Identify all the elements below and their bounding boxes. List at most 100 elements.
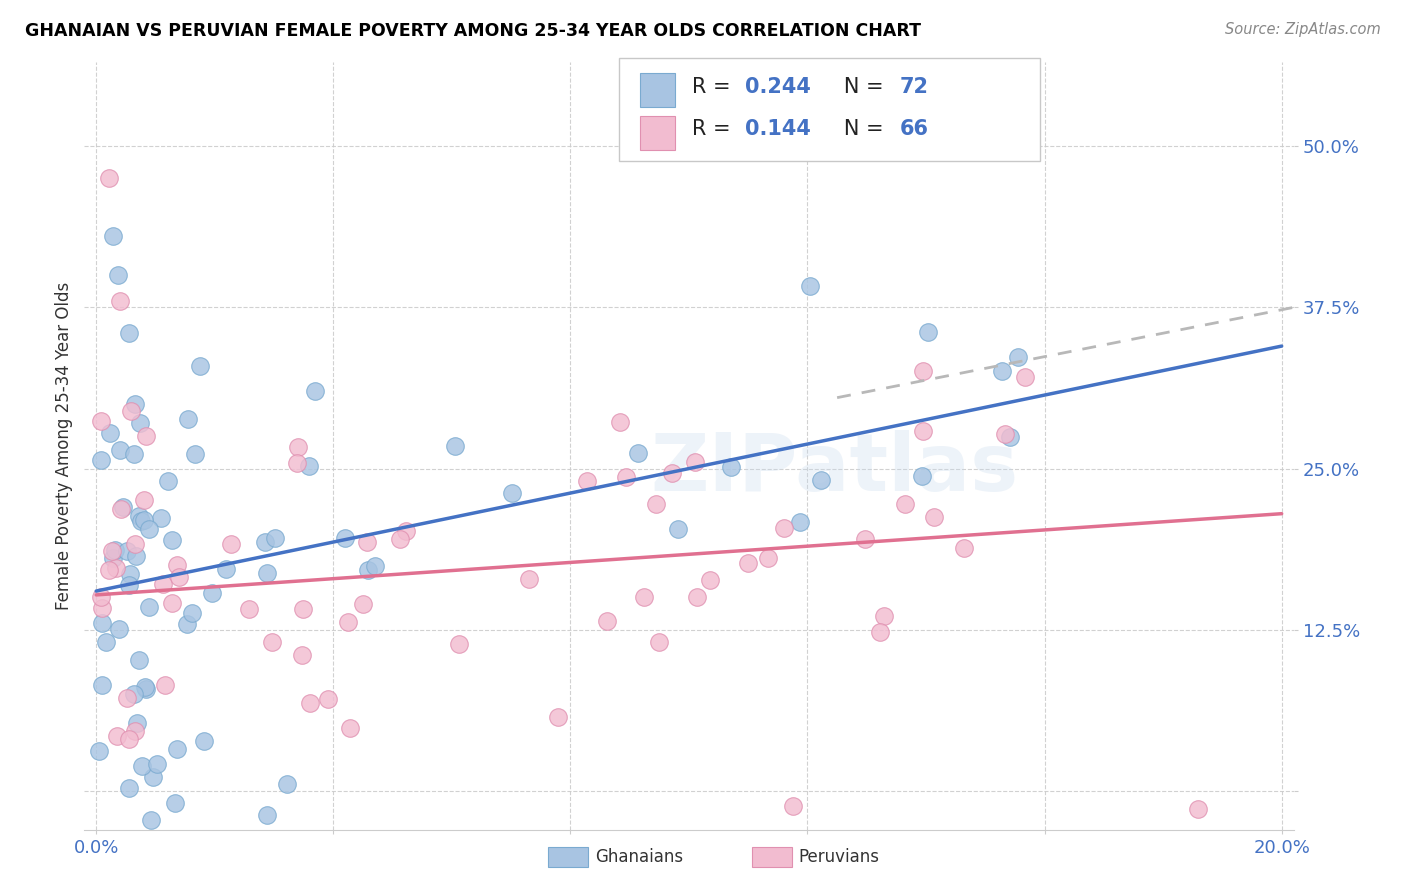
Point [132, 493, 155, 508]
Point [1000, 430, 1022, 444]
Point [853, 532, 876, 546]
Point [90, 414, 112, 428]
Point [337, 615, 360, 630]
Text: Ghanaians: Ghanaians [595, 848, 683, 866]
Point [193, 734, 215, 748]
Point [129, 514, 152, 528]
Point [91, 601, 114, 615]
Point [115, 690, 138, 705]
Point [120, 567, 142, 582]
Point [108, 293, 131, 308]
Point [699, 574, 721, 588]
Point [444, 439, 467, 453]
Point [101, 229, 124, 244]
Text: 66: 66 [900, 120, 929, 139]
Point [124, 537, 146, 551]
Point [356, 535, 378, 549]
Point [994, 426, 1017, 441]
Point [517, 572, 540, 586]
Point [316, 692, 339, 706]
Text: Peruvians: Peruvians [799, 848, 880, 866]
Point [596, 615, 619, 629]
Point [176, 411, 198, 425]
Point [575, 474, 598, 488]
Point [153, 678, 176, 692]
Text: GHANAIAN VS PERUVIAN FEMALE POVERTY AMONG 25-34 YEAR OLDS CORRELATION CHART: GHANAIAN VS PERUVIAN FEMALE POVERTY AMON… [25, 22, 921, 40]
Text: N =: N = [824, 77, 890, 96]
Point [773, 520, 796, 534]
Y-axis label: Female Poverty Among 25-34 Year Olds: Female Poverty Among 25-34 Year Olds [55, 282, 73, 610]
Point [108, 622, 131, 636]
Point [138, 522, 160, 536]
Point [138, 600, 160, 615]
Point [1014, 370, 1036, 384]
Point [756, 551, 779, 566]
Point [150, 511, 173, 525]
Point [666, 522, 689, 536]
Point [89, 591, 111, 605]
Point [104, 542, 127, 557]
Point [356, 563, 378, 577]
Point [128, 653, 150, 667]
Point [720, 459, 742, 474]
Point [869, 625, 891, 640]
Point [894, 497, 917, 511]
Point [104, 561, 127, 575]
Point [134, 513, 156, 527]
Point [120, 403, 142, 417]
Point [395, 524, 418, 539]
Point [124, 723, 146, 738]
Point [264, 531, 287, 545]
Point [124, 397, 146, 411]
Point [167, 570, 190, 584]
Point [117, 326, 139, 341]
Point [810, 473, 832, 487]
Point [118, 731, 141, 746]
Point [686, 591, 709, 605]
Point [501, 486, 523, 500]
Point [872, 608, 894, 623]
Point [105, 729, 128, 743]
Point [96, 635, 118, 649]
Point [97, 563, 120, 577]
Point [127, 716, 149, 731]
Point [166, 742, 188, 756]
Point [97, 171, 120, 186]
Point [287, 440, 309, 454]
Point [364, 559, 387, 574]
Point [166, 558, 188, 573]
Point [238, 602, 260, 616]
Point [912, 364, 935, 378]
Point [156, 474, 179, 488]
Point [1007, 350, 1029, 364]
Point [922, 510, 945, 524]
Point [352, 597, 374, 611]
Point [142, 770, 165, 784]
Point [285, 456, 308, 470]
Point [253, 535, 276, 549]
Point [683, 455, 706, 469]
Point [124, 688, 146, 702]
Point [201, 585, 224, 599]
Point [90, 616, 112, 631]
Point [129, 417, 152, 431]
Point [339, 721, 361, 735]
Text: N =: N = [824, 120, 890, 139]
Point [627, 446, 650, 460]
Point [789, 515, 811, 529]
Point [188, 359, 211, 373]
Point [111, 500, 134, 514]
Point [101, 544, 124, 558]
Point [103, 550, 125, 565]
Point [276, 776, 298, 790]
Point [184, 447, 207, 461]
Point [135, 681, 157, 696]
Point [125, 549, 148, 563]
Point [118, 781, 141, 796]
Point [782, 799, 804, 814]
Point [89, 744, 111, 758]
Point [304, 384, 326, 399]
Point [110, 443, 132, 458]
Point [118, 578, 141, 592]
Point [292, 602, 315, 616]
